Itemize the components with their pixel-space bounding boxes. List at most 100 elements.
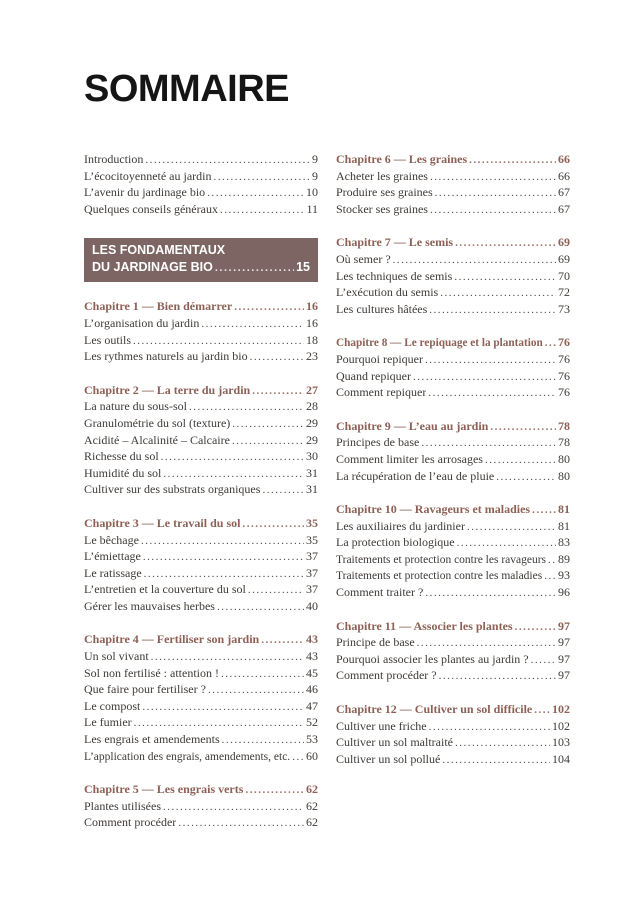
toc-entry-label: La protection biologique [336,535,455,550]
toc-entry: L’entretien et la couverture du sol 37 [84,582,318,599]
fundamentals-banner-line2: DU JARDINAGE BIO 15 [92,259,310,277]
page-number: 16 [306,315,318,330]
toc-entry: Quelques conseils généraux 11 [84,202,318,219]
toc-entry: Comment traiter ? 96 [336,585,570,602]
chapter-section: Chapitre 2 — La terre du jardin 27 La natu… [84,383,318,499]
dot-leader [145,152,310,169]
page-number: 46 [306,682,318,697]
page-number: 60 [306,748,318,763]
page-number: 23 [306,349,318,364]
dot-leader [515,619,556,636]
dot-leader [189,399,304,416]
page-number: 81 [558,502,570,517]
chapter-heading: Chapitre 9 — L’eau au jardin 78 [336,419,570,436]
dot-leader [439,668,556,685]
toc-entry-label: Comment repiquer [336,385,427,400]
toc-entry-label: Le bêchage [84,532,139,547]
page-number: 10 [306,185,318,200]
dot-leader [232,416,304,433]
toc-entry-label: Le fumier [84,715,132,730]
toc-column-right: Chapitre 6 — Les graines66Acheter les gr… [336,152,570,832]
page-number: 47 [306,698,318,713]
toc-entry-label: La nature du sous-sol [84,399,187,414]
toc-entry: Produire ses graines 67 [336,185,570,202]
page-number: 37 [306,549,318,564]
dot-leader [393,252,556,269]
dot-leader [454,269,556,286]
page-number: 103 [552,735,570,750]
dot-leader [425,352,556,369]
chapter-section: Chapitre 9 — L’eau au jardin78Principes … [336,419,570,485]
intro-section: Introduction 9 L’écocitoyenneté au jardin 9… [84,152,318,218]
toc-entry: Le bêchage 35 [84,533,318,550]
chapter-section: Chapitre 5 — Les engrais verts62Plantes … [84,782,318,832]
page-number: 62 [306,798,318,813]
dot-leader [534,702,550,719]
dot-leader [544,568,556,585]
page-number: 93 [558,568,570,583]
page-number: 97 [558,668,570,683]
toc-entry-label: L’écocitoyenneté au jardin [84,168,212,183]
chapter-heading-label: Chapitre 8 — Le repiquage et la plantati… [336,337,543,350]
page-number: 18 [306,332,318,347]
dot-leader [435,185,556,202]
toc-entry-label: Gérer les mauvaises herbes [84,598,215,613]
dot-leader [133,333,304,350]
toc-entry: Gérer les mauvaises herbes 40 [84,599,318,616]
toc-entry-label: L’application des engrais, amendements, … [84,750,291,763]
page-number: 31 [306,482,318,497]
toc-entry-label: Les engrais et amendements [84,732,220,747]
dot-leader [262,482,304,499]
toc-entry-label: Richesse du sol [84,449,159,464]
dot-leader [178,815,304,832]
toc-entry-label: Traitements et protection contre les mal… [336,570,543,583]
chapter-heading: Chapitre 1 — Bien démarrer 16 [84,299,318,316]
page-number: 27 [306,382,318,397]
toc-entry-label: Comment procéder ? [336,668,437,683]
toc-entry-label: Cultiver sur des substrats organiques [84,482,261,497]
fundamentals-banner-line2-label: DU JARDINAGE BIO [92,260,213,275]
fundamentals-banner: LES FONDAMENTAUX DU JARDINAGE BIO 15 [84,238,318,283]
dot-leader [531,652,556,669]
page-number: 97 [558,618,570,633]
page-number: 76 [558,385,570,400]
page-number: 67 [558,185,570,200]
dot-leader [214,169,311,186]
toc-entry: Les outils 18 [84,333,318,350]
chapter-heading: Chapitre 2 — La terre du jardin 27 [84,383,318,400]
page-number: 97 [558,635,570,650]
chapter-heading-label: Chapitre 1 — Bien démarrer [84,299,233,314]
page-number: 80 [558,468,570,483]
dot-leader [261,632,304,649]
toc-entry-label: Quand repiquer [336,368,411,383]
toc-entry-label: Pourquoi repiquer [336,351,423,366]
toc-entry-label: Comment limiter les arrosages [336,451,483,466]
toc-entry: Le compost 47 [84,699,318,716]
chapter-heading-label: Chapitre 2 — La terre du jardin [84,382,251,397]
toc-entry-label: Principe de base [336,635,415,650]
dot-leader [428,385,556,402]
dot-leader [234,299,304,316]
dot-leader [208,682,304,699]
page-number: 52 [306,715,318,730]
page-number: 104 [552,751,570,766]
toc-entry: Les engrais et amendements 53 [84,732,318,749]
toc-entry-label: Pourquoi associer les plantes au jardin … [336,651,529,666]
toc-entry: L’exécution du semis 72 [336,285,570,302]
dot-leader [455,735,550,752]
chapter-heading: Chapitre 10 — Ravageurs et maladies 81 [336,502,570,519]
dot-leader [429,719,550,736]
toc-entry: Cultiver un sol pollué 104 [336,752,570,769]
chapter-heading: Chapitre 12 — Cultiver un sol difficile 1… [336,702,570,719]
toc-entry: Traitements et protection contre les mal… [336,568,570,585]
toc-entry: Les cultures hâtées 73 [336,302,570,319]
dot-leader [163,799,304,816]
page-number: 78 [558,418,570,433]
page-number: 29 [306,415,318,430]
toc-entry-label: Acidité – Alcalinité – Calcaire [84,432,230,447]
dot-leader [430,169,556,186]
page-number: 28 [306,399,318,414]
page-number: 40 [306,598,318,613]
dot-leader [440,285,556,302]
toc-entry-label: La récupération de l’eau de pluie [336,468,495,483]
